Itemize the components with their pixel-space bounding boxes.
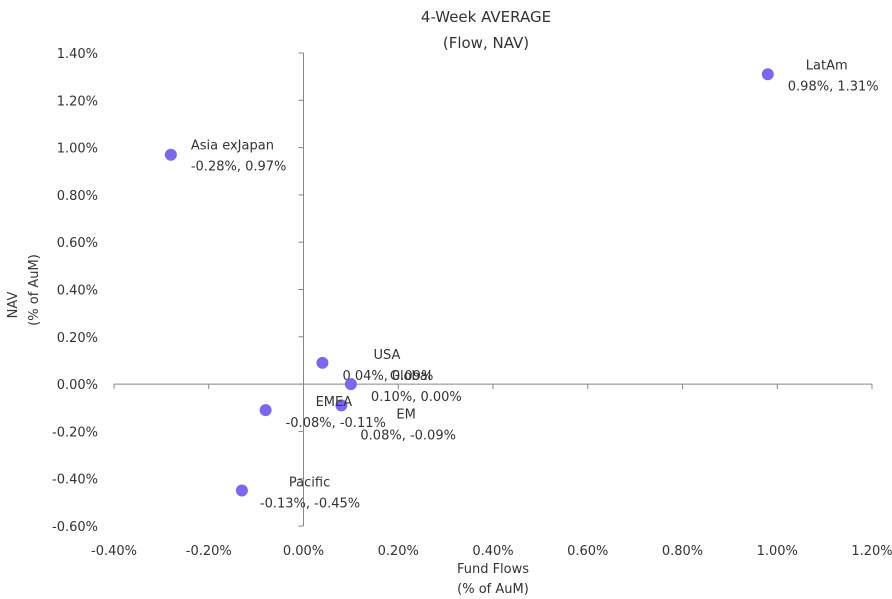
x-tick-label: 0.20% (378, 544, 419, 559)
data-point-value-label: 0.08%, -0.09% (360, 428, 456, 443)
y-axis-title-line-2: (% of AuM) (27, 254, 42, 326)
y-tick-label: 1.40% (57, 47, 98, 62)
data-point-marker (344, 378, 357, 391)
data-point-marker (235, 484, 248, 497)
point-global: Global 0.10%, 0.00% (344, 369, 462, 405)
y-tick-label: 0.40% (57, 284, 98, 299)
x-tick-label: 0.80% (662, 544, 703, 559)
data-point-name: Pacific (289, 476, 330, 491)
y-tick-label: -0.20% (52, 425, 98, 440)
point-em: EM 0.08%, -0.09% (335, 399, 456, 443)
x-axis-title-line-2: (% of AuM) (457, 582, 529, 597)
y-tick-label: -0.40% (52, 473, 98, 488)
data-point-name: EMEA (316, 395, 353, 410)
chart-title: 4-Week AVERAGE (Flow, NAV) (421, 8, 551, 52)
x-tick-label: -0.40% (91, 544, 137, 559)
data-point-name: Global (390, 369, 431, 384)
data-point-value-label: -0.28%, 0.97% (191, 160, 287, 175)
y-tick-label: 0.20% (57, 331, 98, 346)
point-usa: USA 0.04%, 0.09% (316, 348, 433, 384)
data-point-marker (259, 404, 272, 417)
x-tick-label: 0.60% (567, 544, 608, 559)
data-point-name: USA (373, 348, 400, 363)
data-point-value-label: 0.04%, 0.09% (342, 369, 433, 384)
y-tick-label: 0.60% (57, 236, 98, 251)
y-tick-label: 0.80% (57, 189, 98, 204)
data-point-value-label: -0.13%, -0.45% (260, 497, 360, 512)
x-axis-ticks: -0.40% -0.20% 0.00% 0.20% 0.40% 0.60% 0.80% 1.0… (91, 384, 892, 559)
y-tick-label: -0.60% (52, 520, 98, 535)
axes (114, 53, 872, 526)
y-axis-title-line-1: NAV (6, 292, 21, 319)
y-tick-label: 1.20% (57, 94, 98, 109)
y-tick-label: 0.00% (57, 378, 98, 393)
data-point-value-label: -0.08%, -0.11% (286, 416, 386, 431)
data-point-name: LatAm (806, 58, 848, 73)
x-tick-label: -0.20% (186, 544, 232, 559)
x-axis-title-line-1: Fund Flows (457, 562, 529, 577)
y-axis-ticks: 1.40% 1.20% 1.00% 0.80% 0.60% 0.40% 0.20% 0.00%… (52, 47, 304, 535)
data-point-marker (316, 356, 329, 369)
point-pacific: Pacific -0.13%, -0.45% (235, 476, 360, 512)
chart-title-line-1: 4-Week AVERAGE (421, 8, 551, 26)
x-tick-label: 1.00% (757, 544, 798, 559)
x-axis-title: Fund Flows (% of AuM) (457, 562, 529, 597)
point-latam: LatAm 0.98%, 1.31% (761, 58, 879, 94)
data-point-value-label: 0.98%, 1.31% (788, 79, 879, 94)
data-point-name: Asia exJapan (191, 139, 274, 154)
data-point-marker (761, 68, 774, 81)
x-tick-label: 1.20% (851, 544, 892, 559)
data-points: LatAm 0.98%, 1.31% Asia exJapan -0.28%, 0.9… (164, 58, 879, 512)
y-axis-title: NAV (% of AuM) (6, 254, 42, 326)
data-point-marker (335, 399, 348, 412)
chart-title-line-2: (Flow, NAV) (443, 34, 529, 52)
data-point-name: EM (396, 407, 415, 422)
data-point-value-label: 0.10%, 0.00% (371, 390, 462, 405)
y-tick-label: 1.00% (57, 142, 98, 157)
data-point-marker (164, 148, 177, 161)
x-tick-label: 0.00% (283, 544, 324, 559)
point-emea: EMEA -0.08%, -0.11% (259, 395, 386, 431)
x-tick-label: 0.40% (472, 544, 513, 559)
point-asia-exjapan: Asia exJapan -0.28%, 0.97% (164, 139, 287, 175)
